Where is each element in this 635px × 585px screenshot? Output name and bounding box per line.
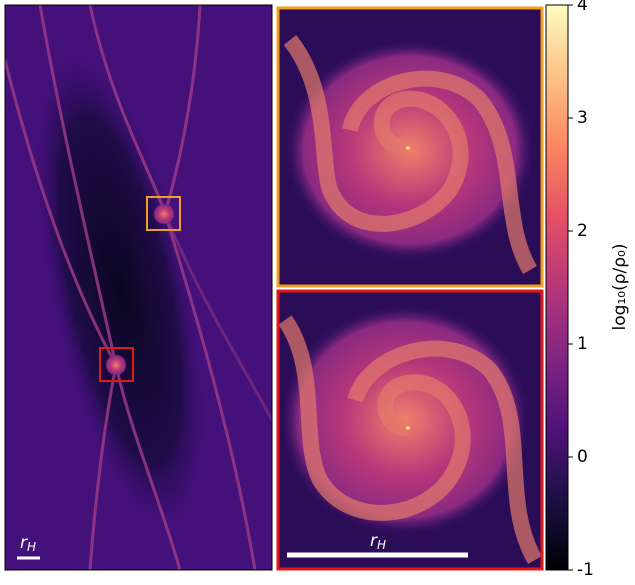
tick-label: 2 (577, 221, 588, 241)
inset-bottom (279, 292, 541, 568)
colorbar-ticks: -1 0 1 2 3 4 (568, 0, 594, 580)
scale-subscript: H (377, 538, 386, 552)
tick-label: 1 (577, 334, 588, 354)
tick-label: -1 (577, 560, 594, 580)
scale-subscript: H (27, 540, 36, 554)
tick-label: 0 (577, 447, 588, 467)
inset-top (279, 9, 541, 285)
figure: rH rH log₁₀(ρ/ρ₀) -101234 (0, 0, 635, 585)
tick-label: 4 (577, 0, 588, 15)
page: {"chart_data": {"type": "heatmap", "colo… (0, 0, 635, 585)
tick-label: 3 (577, 108, 588, 128)
main-panel (0, 5, 272, 570)
colorbar (546, 5, 568, 570)
colorbar-label: log₁₀(ρ/ρ₀) (610, 244, 630, 331)
